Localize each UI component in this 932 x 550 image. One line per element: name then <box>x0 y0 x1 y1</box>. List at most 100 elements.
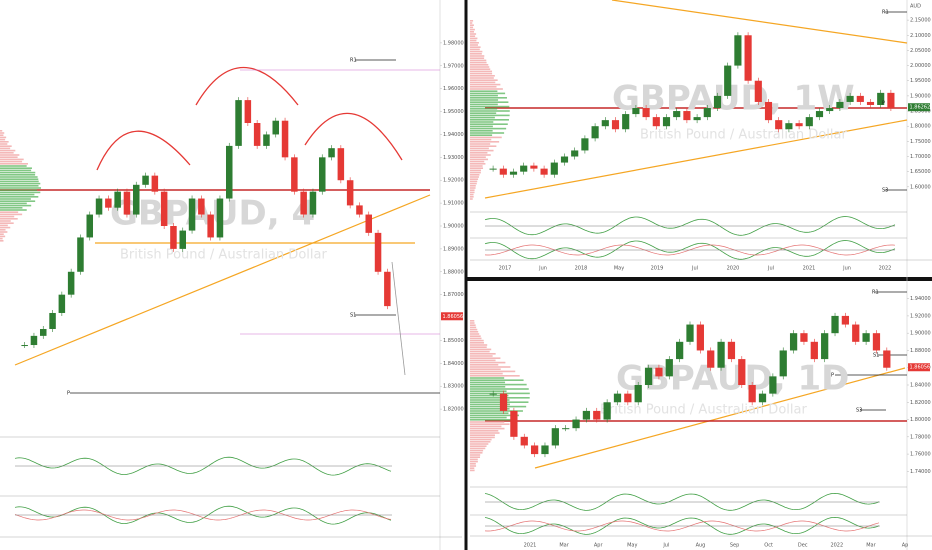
volume-profile <box>470 386 506 388</box>
volume-profile <box>470 191 475 194</box>
volume-profile <box>470 458 478 461</box>
price-tag <box>441 312 463 321</box>
volume-profile <box>470 189 475 191</box>
y-tick-label: 1.84000 <box>443 361 464 367</box>
volume-profile <box>470 344 488 346</box>
price-tag-label: 1.86262 <box>910 105 931 111</box>
volume-profile <box>470 419 515 421</box>
volume-profile <box>470 370 516 373</box>
candle <box>67 271 75 295</box>
volume-profile <box>470 88 503 90</box>
volume-profile <box>470 361 506 364</box>
volume-profile <box>0 235 6 238</box>
x-tick-label: 2022 <box>830 543 843 549</box>
currency-label: AUD <box>910 4 921 10</box>
volume-profile <box>470 24 474 26</box>
volume-profile <box>0 158 24 161</box>
candle <box>717 341 725 368</box>
x-tick-label: May <box>614 266 624 272</box>
candle <box>665 359 673 377</box>
candle <box>883 350 891 368</box>
pivot-label: R1 <box>350 58 357 64</box>
candle <box>188 198 196 231</box>
volume-profile <box>470 123 508 125</box>
volume-profile <box>470 105 510 108</box>
volume-profile <box>470 165 483 167</box>
volume-profile <box>470 467 475 469</box>
candle <box>862 333 870 342</box>
volume-profile <box>470 328 478 331</box>
volume-profile <box>470 42 479 44</box>
volume-profile <box>470 163 486 165</box>
volume-profile <box>0 134 4 136</box>
volume-profile <box>470 147 489 150</box>
volume-profile <box>0 198 31 200</box>
volume-profile <box>0 145 12 147</box>
volume-profile <box>470 412 509 414</box>
candle <box>872 333 881 351</box>
volume-profile <box>470 434 495 436</box>
volume-profile <box>470 436 495 439</box>
volume-profile <box>0 202 27 205</box>
candle <box>520 436 528 446</box>
candle <box>785 123 793 130</box>
volume-profile <box>470 37 478 40</box>
volume-profile <box>470 198 473 200</box>
volume-profile <box>0 171 36 174</box>
volume-profile <box>470 31 474 33</box>
oscillator <box>484 492 880 511</box>
candle <box>866 101 875 105</box>
candle <box>821 333 829 360</box>
candle <box>151 175 159 192</box>
head-arc <box>195 67 299 106</box>
y-tick-label: 1.70000 <box>910 154 931 160</box>
candle <box>562 428 570 430</box>
x-tick-label: Sep <box>730 543 739 549</box>
volume-profile <box>470 99 499 101</box>
candle <box>132 184 140 215</box>
candle <box>318 157 326 192</box>
volume-profile <box>470 152 488 154</box>
candle <box>591 126 599 139</box>
candle <box>744 35 752 81</box>
candle <box>769 376 777 394</box>
x-tick-label: 2018 <box>575 266 588 272</box>
volume-profile <box>470 110 510 112</box>
volume-profile <box>0 169 32 172</box>
volume-profile <box>0 138 6 141</box>
candle <box>593 410 601 420</box>
volume-profile <box>470 167 484 169</box>
x-tick-label: Ap <box>902 543 909 549</box>
volume-profile <box>0 191 41 194</box>
x-tick-label: 2021 <box>524 543 537 549</box>
y-tick-label: 1.74000 <box>910 469 931 475</box>
volume-profile <box>0 154 20 156</box>
volume-profile <box>470 169 482 172</box>
volume-profile <box>470 68 491 70</box>
candle <box>836 101 844 109</box>
volume-profile <box>0 163 28 165</box>
volume-profile <box>470 379 524 381</box>
watermark: GBPAUD, 1D <box>616 359 849 399</box>
volume-profile <box>470 33 477 35</box>
volume-profile <box>470 185 476 187</box>
pivot-label: S3 <box>856 408 862 414</box>
volume-profile <box>470 368 501 370</box>
volume-profile <box>470 75 495 77</box>
volume-profile <box>470 145 497 147</box>
candle <box>754 80 762 102</box>
x-tick-label: Mar <box>559 543 569 549</box>
candle <box>530 445 539 455</box>
x-tick-label: Oct <box>764 543 773 549</box>
x-tick-label: 2022 <box>879 266 892 272</box>
y-tick-label: 1.98000 <box>443 40 464 46</box>
candle <box>560 156 569 163</box>
y-tick-label: 1.80000 <box>910 417 931 423</box>
volume-profile <box>470 90 498 92</box>
volume-profile <box>470 375 520 377</box>
candle <box>291 157 298 192</box>
volume-profile <box>470 425 502 428</box>
volume-profile <box>0 222 14 224</box>
y-tick-label: 1.90000 <box>910 93 931 99</box>
volume-profile <box>470 79 498 81</box>
